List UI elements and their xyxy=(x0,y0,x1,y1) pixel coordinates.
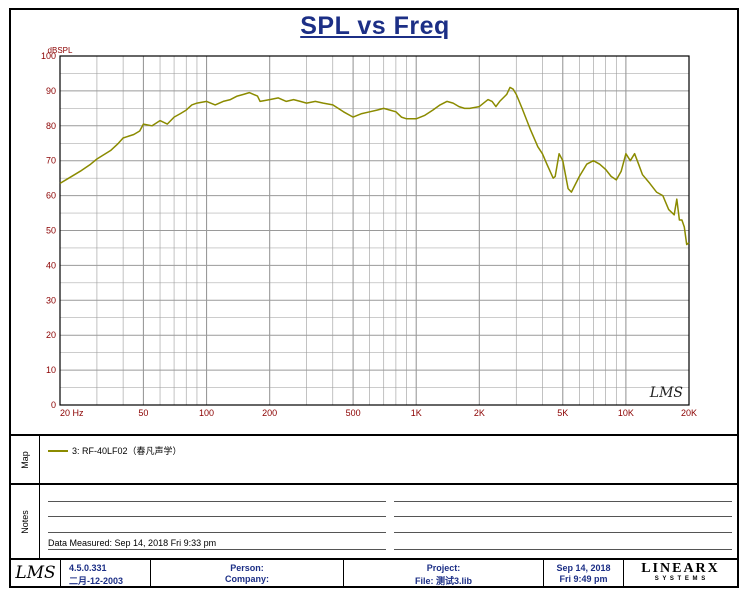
footer-date: Sep 14, 2018 xyxy=(556,563,611,573)
footer-logo-cell: LMS xyxy=(11,560,61,587)
legend-entry: 3: RF-40LF02（春凡声学） xyxy=(48,444,182,457)
data-measured: Data Measured: Sep 14, 2018 Fri 9:33 pm xyxy=(48,538,217,548)
footer-time: Fri 9:49 pm xyxy=(559,574,608,584)
page-frame xyxy=(9,8,739,588)
separator-top xyxy=(11,434,738,436)
plot-border xyxy=(59,55,690,406)
legend-swatch xyxy=(48,449,68,452)
x-tick-label: 50 xyxy=(138,408,148,418)
version: 4.5.0.331 xyxy=(69,563,107,573)
watermark-logo: LMS xyxy=(649,385,683,401)
x-tick-label: 2K xyxy=(474,408,485,418)
company-label: Company: xyxy=(224,574,269,584)
y-tick-label: 30 xyxy=(46,295,56,305)
y-tick-label: 0 xyxy=(51,400,56,410)
y-axis-label: dBSPL xyxy=(48,46,73,55)
map-label: Map xyxy=(20,450,30,469)
file-label: File: 测试3.lib xyxy=(414,576,472,586)
x-tick-label: 500 xyxy=(346,408,361,418)
y-tick-label: 20 xyxy=(46,330,56,340)
footer-version-cell: 4.5.0.331 二月-12-2003 xyxy=(61,560,151,587)
y-tick-label: 10 xyxy=(46,365,56,375)
x-tick-label: 200 xyxy=(262,408,277,418)
footer-brand-cell: LINEARX S Y S T E M S xyxy=(624,560,737,587)
y-tick-label: 80 xyxy=(46,121,56,131)
y-tick-label: 50 xyxy=(46,226,56,236)
x-tick-label: 1K xyxy=(411,408,422,418)
notes-label: Notes xyxy=(20,509,30,534)
note-line xyxy=(48,549,386,550)
notes-side-cell: Notes xyxy=(11,485,40,558)
note-line xyxy=(48,516,386,517)
y-tick-label: 40 xyxy=(46,260,56,270)
separator-middle xyxy=(11,483,738,485)
brand-logo: LINEARX xyxy=(641,561,720,576)
lms-logo: LMS xyxy=(15,563,56,583)
separator-bottom xyxy=(11,558,738,560)
note-line xyxy=(48,501,386,502)
y-tick-label: 100 xyxy=(41,51,56,61)
build-date: 二月-12-2003 xyxy=(69,576,124,586)
x-tick-label: 5K xyxy=(557,408,568,418)
legend-entry-label: 3: RF-40LF02（春凡声学） xyxy=(72,446,182,456)
y-tick-label: 60 xyxy=(46,191,56,201)
map-side-cell: Map xyxy=(11,436,40,483)
x-tick-label: 20 Hz xyxy=(60,408,84,418)
chart-title: SPL vs Freq xyxy=(300,12,450,40)
x-tick-label: 10K xyxy=(618,408,634,418)
note-line xyxy=(48,532,386,533)
note-line xyxy=(394,549,732,550)
note-line xyxy=(394,501,732,502)
footer-date-cell: Sep 14, 2018 Fri 9:49 pm xyxy=(544,560,624,587)
footer-person-cell: Person: Company: xyxy=(151,560,344,587)
y-tick-label: 90 xyxy=(46,86,56,96)
series-line xyxy=(59,86,690,246)
project-label: Project: xyxy=(426,563,461,573)
person-label: Person: xyxy=(230,563,264,573)
footer-project-cell: Project: File: 测试3.lib xyxy=(344,560,544,587)
x-tick-label: 20K xyxy=(681,408,697,418)
y-tick-label: 70 xyxy=(46,156,56,166)
note-line xyxy=(394,516,732,517)
x-tick-label: 100 xyxy=(199,408,214,418)
footer: LMS 4.5.0.331 二月-12-2003 Person: Company… xyxy=(11,560,737,587)
brand-subtitle: S Y S T E M S xyxy=(654,576,707,582)
note-line xyxy=(394,532,732,533)
